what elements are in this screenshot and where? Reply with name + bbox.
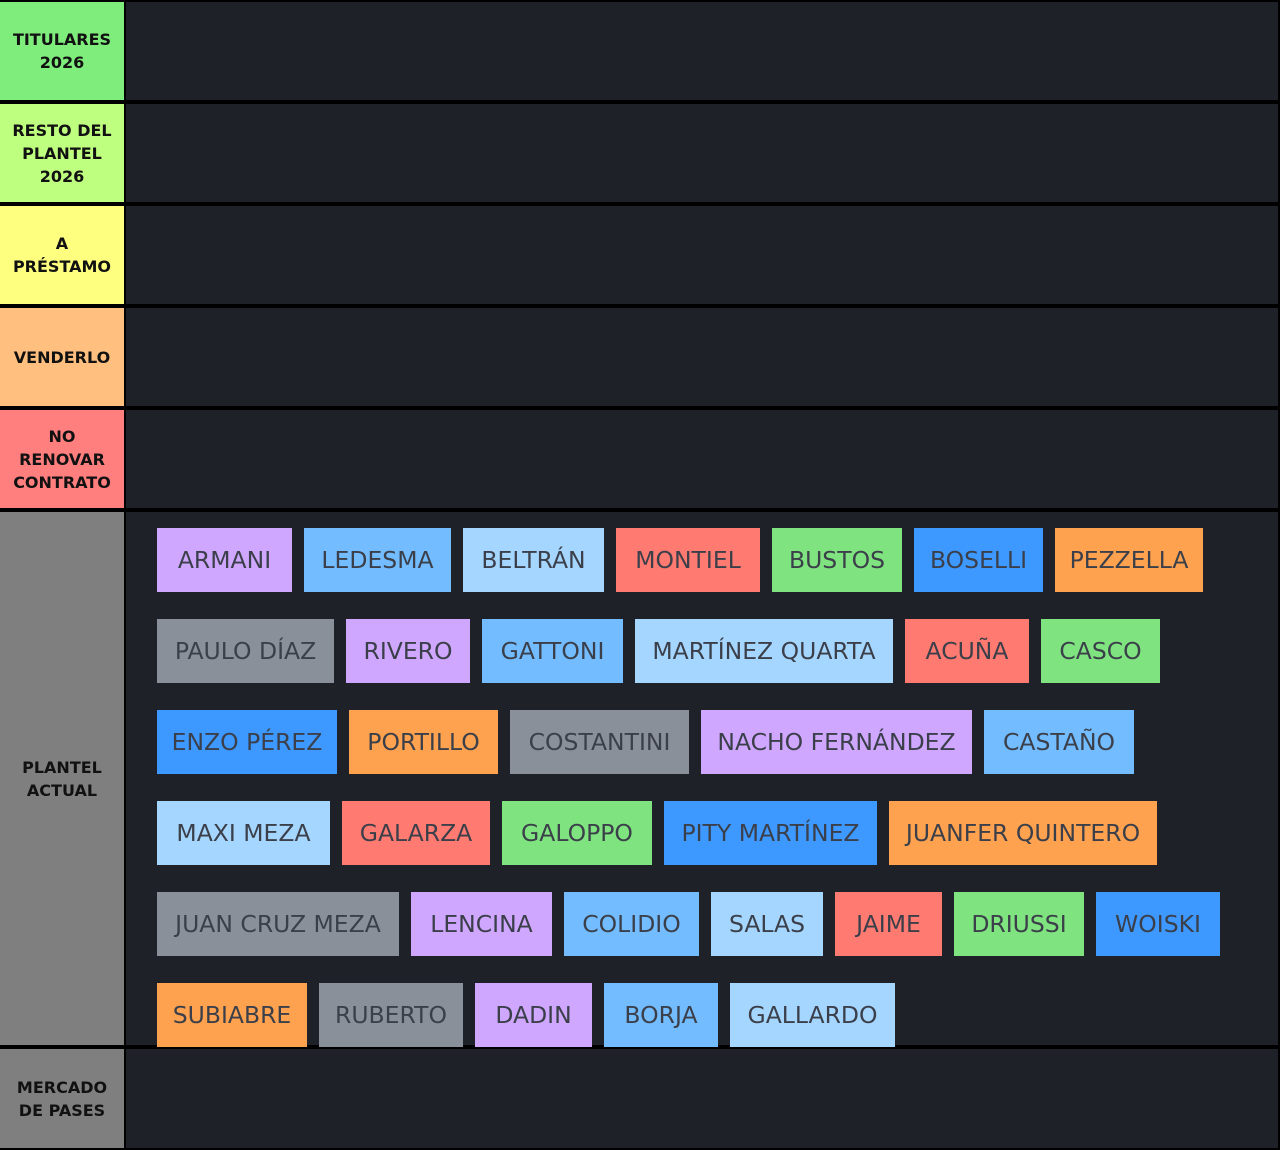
player-item[interactable]: PITY MARTÍNEZ (664, 801, 877, 865)
tier-dropzone-plantel-actual[interactable]: ARMANI LEDESMA BELTRÁN MONTIEL BUSTOS BO… (126, 512, 1278, 1047)
tier-row-titulares: TITULARES 2026 (0, 2, 1280, 100)
tier-label-plantel-actual[interactable]: PLANTEL ACTUAL (0, 512, 124, 1045)
player-item[interactable]: ACUÑA (905, 619, 1029, 683)
player-item[interactable]: BORJA (604, 983, 718, 1047)
player-item[interactable]: SALAS (711, 892, 823, 956)
player-item[interactable]: LEDESMA (304, 528, 451, 592)
player-item[interactable]: BOSELLI (914, 528, 1043, 592)
player-item[interactable]: JUANFER QUINTERO (889, 801, 1157, 865)
player-item[interactable]: MONTIEL (616, 528, 760, 592)
tier-label-resto-del-plantel[interactable]: RESTO DEL PLANTEL 2026 (0, 104, 124, 202)
player-item[interactable]: BUSTOS (772, 528, 902, 592)
tier-row-resto-del-plantel: RESTO DEL PLANTEL 2026 (0, 104, 1280, 202)
player-item[interactable]: DADIN (475, 983, 592, 1047)
tier-label-venderlo[interactable]: VENDERLO (0, 308, 124, 406)
tier-dropzone-titulares[interactable] (126, 2, 1278, 100)
tier-row-plantel-actual: PLANTEL ACTUAL ARMANI LEDESMA BELTRÁN MO… (0, 512, 1280, 1047)
player-item[interactable]: GALOPPO (502, 801, 652, 865)
player-item[interactable]: GALARZA (342, 801, 490, 865)
tier-dropzone-venderlo[interactable] (126, 308, 1278, 406)
tier-label-no-renovar-contrato[interactable]: NO RENOVAR CONTRATO (0, 410, 124, 508)
player-item[interactable]: WOISKI (1096, 892, 1220, 956)
player-item[interactable]: COLIDIO (564, 892, 699, 956)
player-item[interactable]: CASTAÑO (984, 710, 1134, 774)
player-item[interactable]: SUBIABRE (157, 983, 307, 1047)
tier-dropzone-no-renovar-contrato[interactable] (126, 410, 1278, 508)
tier-row-mercado-de-pases: MERCADO DE PASES (0, 1049, 1280, 1148)
player-item[interactable]: BELTRÁN (463, 528, 604, 592)
tier-label-titulares[interactable]: TITULARES 2026 (0, 2, 124, 100)
player-item[interactable]: RUBERTO (319, 983, 463, 1047)
player-item[interactable]: GALLARDO (730, 983, 895, 1047)
tier-dropzone-a-prestamo[interactable] (126, 206, 1278, 304)
tier-row-venderlo: VENDERLO (0, 308, 1280, 406)
player-item[interactable]: NACHO FERNÁNDEZ (701, 710, 972, 774)
player-item[interactable]: PEZZELLA (1055, 528, 1203, 592)
tier-dropzone-resto-del-plantel[interactable] (126, 104, 1278, 202)
player-item[interactable]: JUAN CRUZ MEZA (157, 892, 399, 956)
player-item[interactable]: MARTÍNEZ QUARTA (635, 619, 893, 683)
tier-dropzone-mercado-de-pases[interactable] (126, 1049, 1278, 1148)
player-item[interactable]: ENZO PÉREZ (157, 710, 337, 774)
tier-label-a-prestamo[interactable]: A PRÉSTAMO (0, 206, 124, 304)
player-item[interactable]: MAXI MEZA (157, 801, 330, 865)
player-item[interactable]: CASCO (1041, 619, 1160, 683)
player-item[interactable]: JAIME (835, 892, 942, 956)
player-item[interactable]: ARMANI (157, 528, 292, 592)
tier-row-a-prestamo: A PRÉSTAMO (0, 206, 1280, 304)
player-item[interactable]: RIVERO (346, 619, 470, 683)
player-item[interactable]: PORTILLO (349, 710, 498, 774)
player-item[interactable]: PAULO DÍAZ (157, 619, 334, 683)
player-item[interactable]: DRIUSSI (954, 892, 1084, 956)
tier-label-mercado-de-pases[interactable]: MERCADO DE PASES (0, 1049, 124, 1148)
player-item[interactable]: COSTANTINI (510, 710, 689, 774)
player-item[interactable]: LENCINA (411, 892, 552, 956)
tier-row-no-renovar-contrato: NO RENOVAR CONTRATO (0, 410, 1280, 508)
player-item[interactable]: GATTONI (482, 619, 623, 683)
